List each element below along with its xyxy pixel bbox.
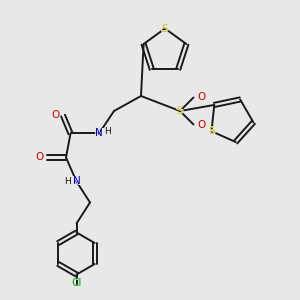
Text: S: S: [175, 104, 185, 118]
Text: O: O: [34, 151, 46, 164]
Text: O: O: [197, 92, 205, 103]
Text: H: H: [104, 128, 111, 136]
Text: O: O: [195, 91, 207, 104]
Text: O: O: [36, 152, 44, 163]
Text: O: O: [50, 109, 61, 122]
Text: N: N: [93, 127, 105, 140]
Text: N: N: [71, 175, 82, 188]
Text: S: S: [208, 126, 215, 136]
Text: S: S: [177, 106, 183, 116]
Text: N: N: [95, 128, 103, 139]
Text: O: O: [195, 118, 207, 131]
Text: H: H: [64, 177, 71, 186]
Text: Cl: Cl: [71, 278, 82, 289]
Text: O: O: [51, 110, 60, 121]
Text: S: S: [207, 125, 216, 138]
Text: Cl: Cl: [69, 277, 84, 290]
Text: O: O: [197, 119, 205, 130]
Text: N: N: [73, 176, 80, 187]
Text: S: S: [162, 23, 168, 34]
Text: S: S: [160, 22, 170, 35]
